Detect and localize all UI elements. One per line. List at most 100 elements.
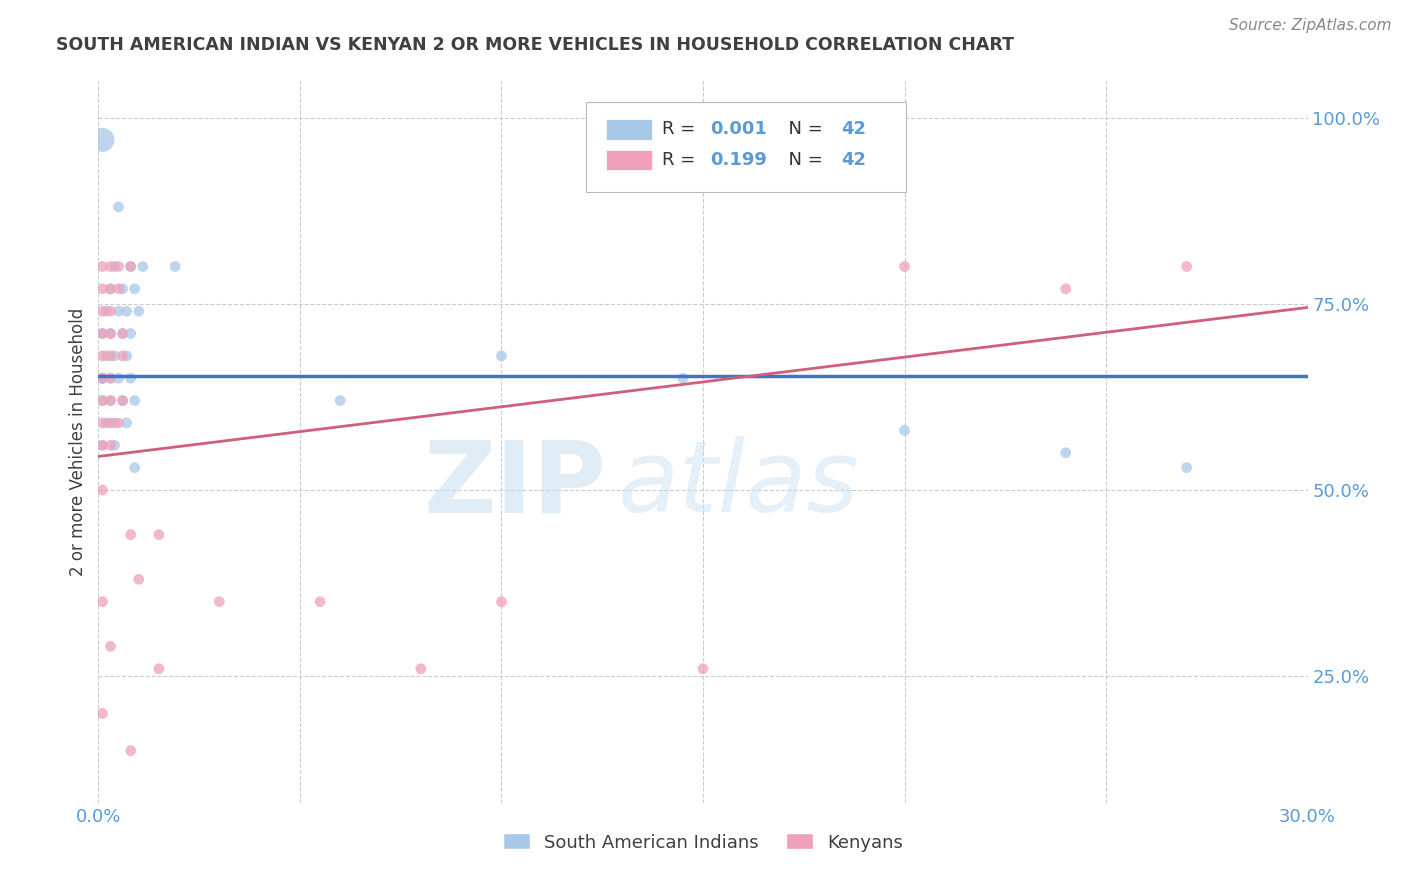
Point bbox=[107, 282, 129, 296]
Point bbox=[100, 371, 122, 385]
Text: 0.199: 0.199 bbox=[710, 151, 768, 169]
Text: ZIP: ZIP bbox=[423, 436, 606, 533]
Text: SOUTH AMERICAN INDIAN VS KENYAN 2 OR MORE VEHICLES IN HOUSEHOLD CORRELATION CHAR: SOUTH AMERICAN INDIAN VS KENYAN 2 OR MOR… bbox=[56, 36, 1014, 54]
Point bbox=[672, 371, 695, 385]
Point bbox=[96, 416, 118, 430]
Point bbox=[103, 260, 125, 274]
Point bbox=[107, 416, 129, 430]
Text: atlas: atlas bbox=[619, 436, 860, 533]
Text: R =: R = bbox=[662, 120, 700, 138]
Point bbox=[103, 416, 125, 430]
Point bbox=[100, 438, 122, 452]
Point bbox=[893, 260, 915, 274]
Point bbox=[91, 326, 114, 341]
Point bbox=[893, 423, 915, 437]
Point bbox=[1054, 446, 1077, 460]
Point bbox=[120, 260, 142, 274]
Text: R =: R = bbox=[662, 151, 700, 169]
Point bbox=[96, 349, 118, 363]
Point bbox=[100, 416, 122, 430]
Point bbox=[91, 483, 114, 497]
Bar bbox=[606, 150, 652, 169]
Text: 0.001: 0.001 bbox=[710, 120, 768, 138]
Text: N =: N = bbox=[776, 120, 828, 138]
Point bbox=[91, 371, 114, 385]
Point bbox=[91, 438, 114, 452]
Point bbox=[148, 527, 170, 541]
Point bbox=[120, 326, 142, 341]
Point bbox=[148, 662, 170, 676]
Point bbox=[208, 595, 231, 609]
Point bbox=[409, 662, 432, 676]
FancyBboxPatch shape bbox=[586, 102, 905, 193]
Text: Source: ZipAtlas.com: Source: ZipAtlas.com bbox=[1229, 18, 1392, 33]
Point bbox=[124, 282, 146, 296]
Point bbox=[115, 304, 138, 318]
Point bbox=[107, 371, 129, 385]
Point bbox=[120, 527, 142, 541]
Point bbox=[91, 326, 114, 341]
Point bbox=[91, 371, 114, 385]
Point bbox=[100, 304, 122, 318]
Point bbox=[91, 260, 114, 274]
Point bbox=[91, 706, 114, 721]
Point bbox=[91, 416, 114, 430]
Point bbox=[100, 326, 122, 341]
Point bbox=[111, 393, 134, 408]
Point bbox=[100, 282, 122, 296]
Point bbox=[128, 304, 150, 318]
Point bbox=[107, 200, 129, 214]
Point bbox=[491, 595, 513, 609]
Point bbox=[120, 260, 142, 274]
Point bbox=[124, 393, 146, 408]
Point bbox=[91, 371, 114, 385]
Point bbox=[120, 371, 142, 385]
Point bbox=[1054, 282, 1077, 296]
Point bbox=[100, 640, 122, 654]
Point bbox=[132, 260, 155, 274]
Point bbox=[1175, 460, 1198, 475]
Text: 42: 42 bbox=[841, 120, 866, 138]
Legend: South American Indians, Kenyans: South American Indians, Kenyans bbox=[495, 826, 911, 859]
Point bbox=[96, 304, 118, 318]
Bar bbox=[606, 120, 652, 139]
Point bbox=[491, 349, 513, 363]
Point bbox=[103, 438, 125, 452]
Y-axis label: 2 or more Vehicles in Household: 2 or more Vehicles in Household bbox=[69, 308, 87, 575]
Point bbox=[107, 260, 129, 274]
Point bbox=[103, 349, 125, 363]
Text: N =: N = bbox=[776, 151, 828, 169]
Point bbox=[111, 282, 134, 296]
Point bbox=[91, 393, 114, 408]
Point bbox=[100, 260, 122, 274]
Point bbox=[111, 393, 134, 408]
Point bbox=[91, 133, 114, 147]
Point bbox=[309, 595, 332, 609]
Point bbox=[100, 371, 122, 385]
Point bbox=[163, 260, 186, 274]
Point bbox=[111, 326, 134, 341]
Point bbox=[128, 572, 150, 586]
Point bbox=[124, 460, 146, 475]
Point bbox=[100, 282, 122, 296]
Point bbox=[111, 349, 134, 363]
Point bbox=[1175, 260, 1198, 274]
Point bbox=[100, 326, 122, 341]
Point bbox=[115, 416, 138, 430]
Point bbox=[91, 349, 114, 363]
Point bbox=[115, 349, 138, 363]
Point bbox=[107, 304, 129, 318]
Text: 42: 42 bbox=[841, 151, 866, 169]
Point bbox=[91, 282, 114, 296]
Point bbox=[100, 349, 122, 363]
Point bbox=[329, 393, 352, 408]
Point bbox=[120, 744, 142, 758]
Point bbox=[91, 304, 114, 318]
Point bbox=[100, 393, 122, 408]
Point bbox=[111, 326, 134, 341]
Point bbox=[91, 438, 114, 452]
Point bbox=[91, 393, 114, 408]
Point bbox=[91, 371, 114, 385]
Point bbox=[91, 595, 114, 609]
Point bbox=[692, 662, 714, 676]
